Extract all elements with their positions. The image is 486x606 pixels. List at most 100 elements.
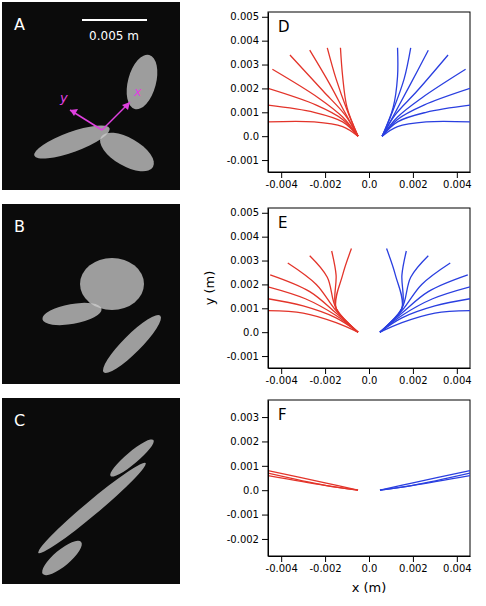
x-tick-mark (413, 172, 414, 178)
y-tick: 0.003 (230, 412, 268, 423)
y-tick-label: -0.002 (227, 534, 259, 545)
axis-line (268, 13, 269, 173)
y-tick-mark (262, 65, 268, 66)
figure: A0.005 myxBC-0.004-0.0020.00.0020.004-0.… (0, 0, 486, 606)
filament-line (382, 50, 428, 136)
axis-arrow (102, 102, 130, 130)
y-tick-mark (262, 332, 268, 333)
x-tick-label: -0.002 (309, 375, 341, 386)
x-tick-label: -0.004 (266, 563, 298, 574)
arrow-head (70, 109, 78, 116)
filament-line (268, 299, 358, 332)
x-tick-label: 0.002 (399, 563, 428, 574)
y-tick-label: 0.003 (230, 255, 259, 266)
y-tick: 0.001 (230, 107, 268, 118)
y-tick-mark (262, 237, 268, 238)
x-tick: -0.004 (266, 368, 298, 386)
filament-line (340, 48, 358, 136)
photo-specimen (97, 309, 166, 378)
y-tick-label: 0.004 (230, 35, 259, 46)
chart-panel: -0.004 -0.002 0.0 0.002 0.004 -0.001 0.0 0.001 0… (202, 207, 472, 386)
y-tick-label: 0.0 (243, 131, 259, 142)
x-tick-mark (413, 556, 414, 562)
filament-line (335, 249, 358, 333)
y-tick: -0.002 (227, 534, 268, 545)
y-tick-mark (262, 441, 268, 442)
y-axis: -0.002 -0.001 0.0 0.001 0.002 0.003 (227, 401, 269, 557)
filament-line (382, 48, 411, 136)
panel-letter: B (14, 217, 25, 236)
y-axis: -0.0010.00.0010.0020.0030.0040.005 (227, 11, 269, 172)
y-tick-mark (262, 466, 268, 467)
y-tick: 0.004 (230, 231, 268, 242)
filament-line (327, 48, 358, 136)
y-tick: -0.001 (227, 155, 268, 166)
y-axis: -0.001 0.0 0.001 0.002 0.003 0.004 0.005 (227, 207, 269, 368)
photo-specimen (107, 435, 158, 480)
y-tick: 0.0 (243, 131, 268, 142)
x-tick: 0.002 (399, 368, 428, 386)
y-tick-mark (262, 284, 268, 285)
x-axis: -0.004-0.0020.00.0020.004 (266, 368, 472, 386)
x-tick: -0.002 (309, 368, 341, 386)
chart-panel: -0.004-0.0020.00.0020.004-0.0010.00.0010… (227, 11, 472, 190)
filament-line (380, 256, 428, 332)
y-tick-label: 0.001 (230, 303, 259, 314)
y-tick-label: 0.003 (230, 59, 259, 70)
filament-line (290, 55, 358, 136)
y-tick: 0.001 (230, 461, 268, 472)
x-axis: -0.004-0.0020.00.0020.004 (266, 172, 472, 190)
x-tick-mark (413, 368, 414, 374)
y-tick: 0.005 (230, 207, 268, 218)
filament-line (270, 275, 358, 332)
y-tick-mark (262, 88, 268, 89)
arrow-head (122, 102, 130, 110)
x-tick: -0.002 (309, 556, 341, 574)
y-tick-mark (262, 136, 268, 137)
y-tick: 0.003 (230, 59, 268, 70)
plot-frame (268, 208, 470, 368)
y-tick: 0.002 (230, 279, 268, 290)
x-tick-mark (369, 368, 370, 374)
x-tick-label: 0.0 (362, 375, 378, 386)
y-tick-label: 0.004 (230, 231, 259, 242)
filament-line (272, 69, 358, 136)
filament-line (380, 471, 470, 491)
y-tick: 0.002 (230, 83, 268, 94)
x-tick: 0.0 (362, 368, 378, 386)
y-tick: 0.0 (243, 485, 268, 496)
x-tick-label: -0.002 (309, 563, 341, 574)
x-tick-label: 0.004 (443, 563, 472, 574)
x-tick-mark (325, 172, 326, 178)
photo-background (2, 204, 180, 384)
photo-specimen (41, 299, 104, 329)
x-tick-label: 0.002 (399, 179, 428, 190)
photo-panel: A0.005 myx (2, 2, 180, 190)
y-tick-mark (262, 308, 268, 309)
y-tick-label: -0.001 (227, 351, 259, 362)
filament-line (310, 50, 358, 136)
y-tick-label: -0.001 (227, 509, 259, 520)
y-tick: -0.001 (227, 509, 268, 520)
y-tick-mark (262, 417, 268, 418)
axis-line (268, 209, 269, 369)
x-tick: 0.004 (443, 172, 472, 190)
photo-specimen (94, 125, 160, 179)
y-tick: 0.0 (243, 327, 268, 338)
y-tick-mark (262, 261, 268, 262)
filament-line (380, 299, 470, 332)
x-tick: -0.004 (266, 556, 298, 574)
x-axis: -0.004 -0.002 0.0 0.002 0.004 (266, 556, 472, 574)
x-tick: 0.0 (362, 556, 378, 574)
photo-specimen (80, 258, 144, 310)
y-tick-label: 0.001 (230, 461, 259, 472)
filament-line (310, 256, 358, 332)
panel-letter: E (278, 214, 287, 232)
y-tick-mark (262, 41, 268, 42)
x-tick-label: -0.004 (266, 375, 298, 386)
y-tick-mark (262, 515, 268, 516)
filament-line (380, 275, 468, 332)
y-tick-label: 0.003 (230, 412, 259, 423)
y-tick-label: 0.002 (230, 436, 259, 447)
axis-direction-label: y (59, 90, 68, 105)
